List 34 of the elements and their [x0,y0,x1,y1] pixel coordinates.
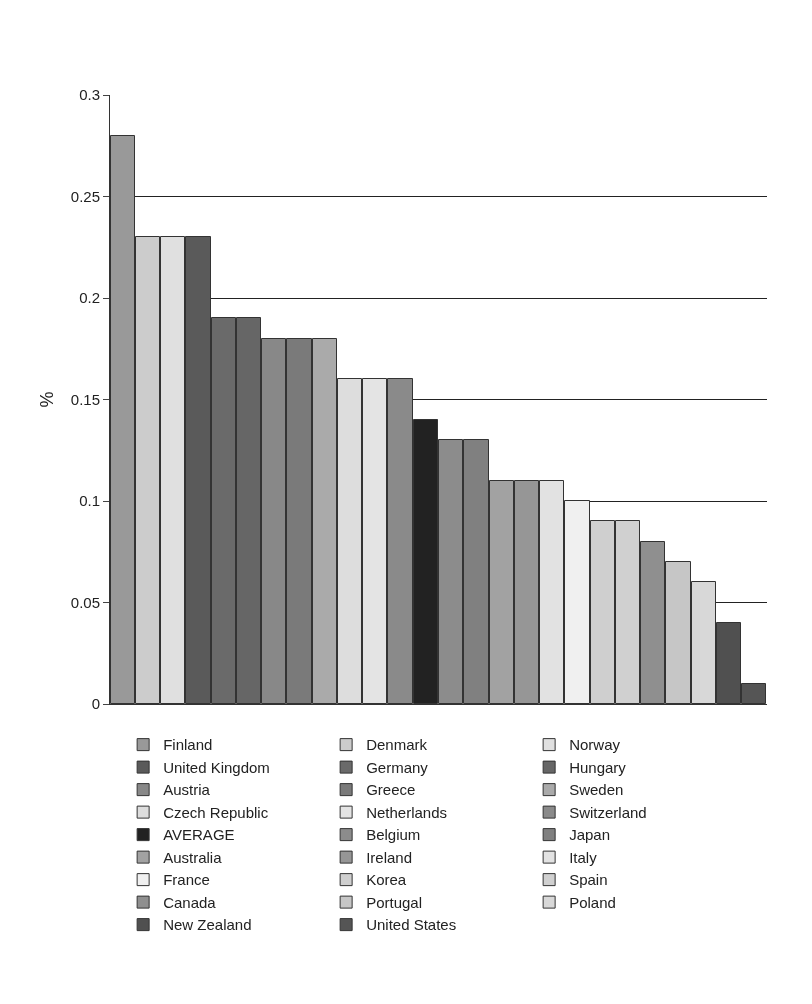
legend-label: Finland [163,736,213,754]
y-tick-label: 0.2 [79,289,100,307]
legend-label: Japan [569,826,611,844]
legend-label: Belgium [366,826,421,844]
y-tick-label: 0.25 [70,187,100,205]
y-tick-label: 0.1 [79,492,100,510]
legend-label: AVERAGE [163,826,235,844]
legend-label: Sweden [569,781,624,799]
y-tick-label: 0 [91,695,100,713]
y-tick-label: 0.3 [79,86,100,104]
legend-label: Canada [163,893,217,911]
legend-label: Netherlands [366,803,448,821]
legend-label: Portugal [366,893,423,911]
legend-label: Germany [366,758,429,776]
legend-label: Austria [163,781,211,799]
legend-label: Switzerland [569,803,647,821]
legend-label: Hungary [569,758,627,776]
legend-label: Czech Republic [163,803,269,821]
legend-label: Greece [366,781,416,799]
legend-label: Ireland [366,848,413,866]
y-axis-title: % [37,391,57,408]
legend-label: United States [366,916,457,934]
legend-label: Italy [569,848,598,866]
y-tick-label: 0.15 [70,390,100,408]
legend-label: Australia [163,848,223,866]
legend-label: Poland [569,893,616,911]
legend-label: Spain [569,871,608,889]
legend-label: New Zealand [163,916,252,934]
y-tick-label: 0.05 [70,593,100,611]
legend-label: France [163,871,210,889]
legend-label: Denmark [366,736,428,754]
legend-label: United Kingdom [163,758,270,776]
legend-label: Norway [569,736,621,754]
legend-label: Korea [366,871,407,889]
